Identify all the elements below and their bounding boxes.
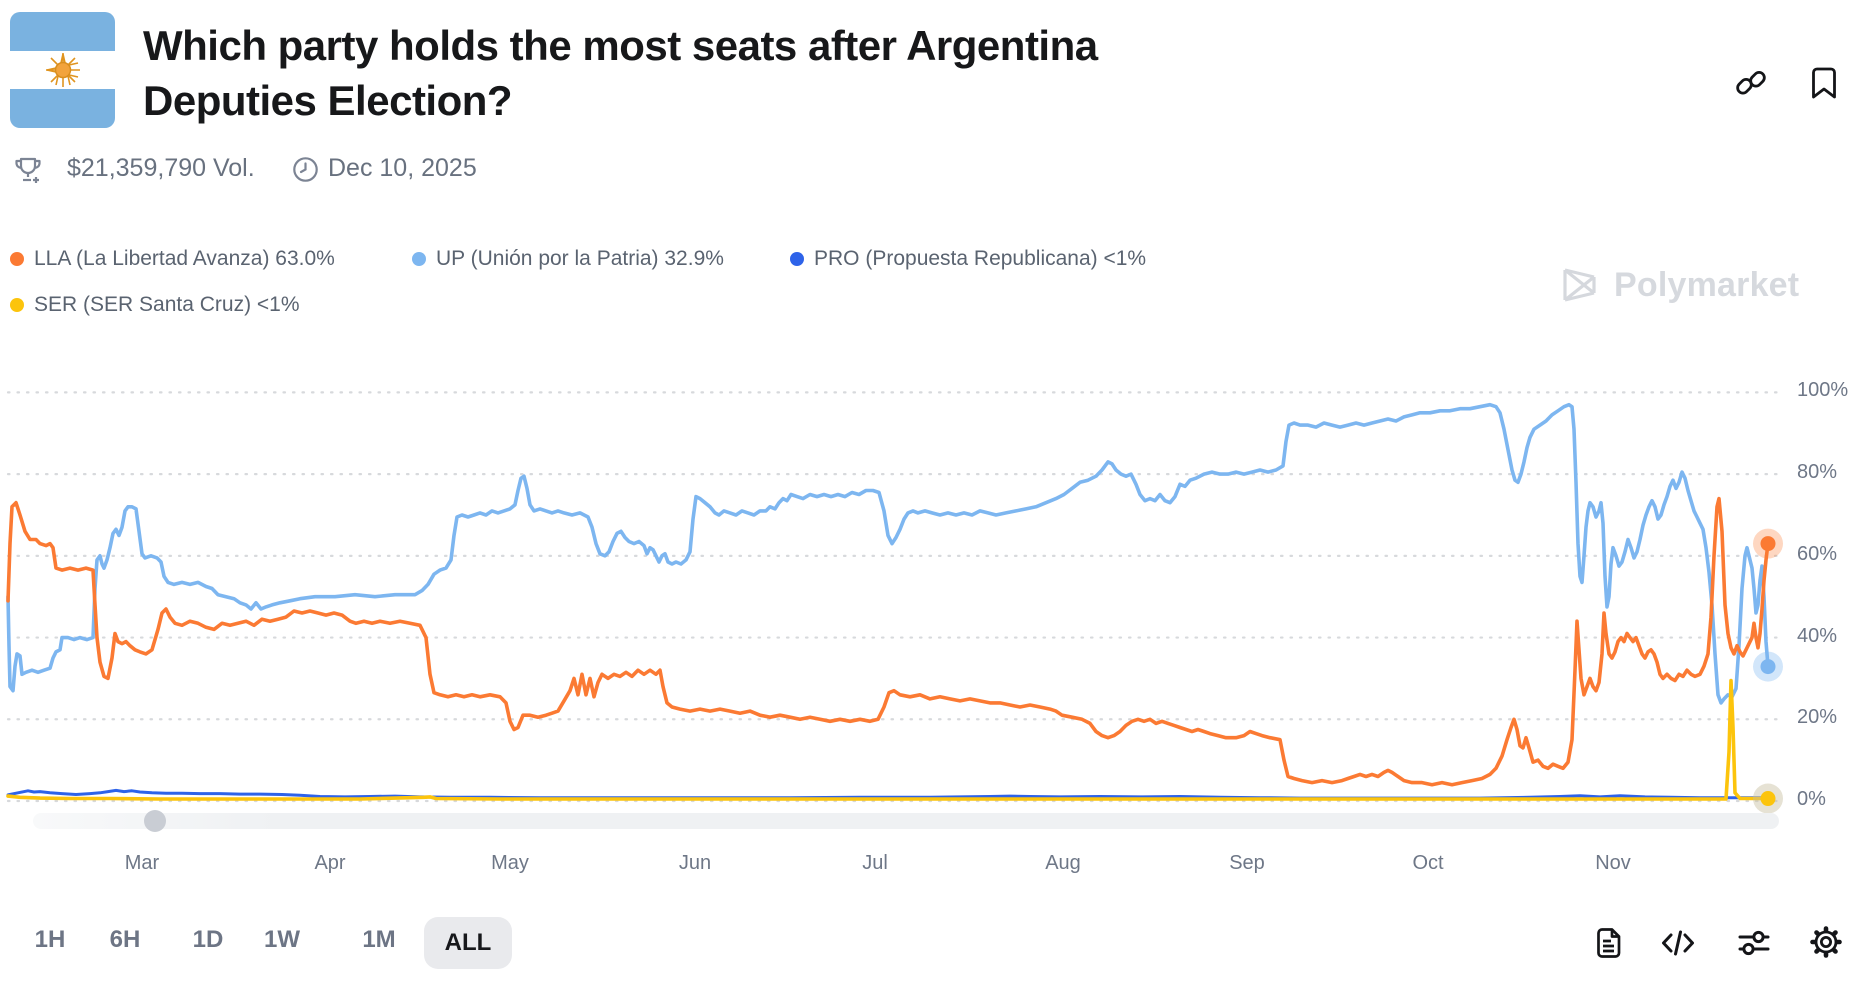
y-axis-label: 40% bbox=[1797, 624, 1838, 647]
y-axis-label: 100% bbox=[1797, 379, 1849, 402]
x-axis-label: Jul bbox=[862, 852, 888, 874]
legend-label-ser: SER (SER Santa Cruz) <1% bbox=[34, 293, 300, 316]
x-axis-label: Aug bbox=[1045, 852, 1081, 874]
market-meta: $21,359,790 Vol. Dec 10, 2025 bbox=[0, 152, 900, 188]
legend-item-lla: LLA (La Libertad Avanza) 63.0% bbox=[10, 247, 335, 271]
y-axis-label: 20% bbox=[1797, 706, 1838, 729]
bookmark-button[interactable] bbox=[1808, 66, 1840, 100]
up-dot-icon bbox=[412, 252, 426, 266]
range-button-1h[interactable]: 1H bbox=[34, 926, 66, 953]
legend-item-pro: PRO (Propuesta Republicana) <1% bbox=[790, 247, 1146, 271]
gear-icon bbox=[1810, 926, 1842, 958]
timeline-scrubber-track[interactable] bbox=[33, 813, 1779, 829]
clock-icon bbox=[292, 156, 319, 183]
market-title: Which party holds the most seats after A… bbox=[143, 18, 1443, 128]
series-line bbox=[6, 678, 1770, 801]
range-button-6h[interactable]: 6H bbox=[109, 926, 141, 953]
x-axis-label: Mar bbox=[124, 852, 160, 874]
bookmark-icon bbox=[1812, 67, 1836, 99]
range-button-1m[interactable]: 1M bbox=[362, 926, 396, 953]
link-icon bbox=[1736, 71, 1766, 95]
rules-button[interactable] bbox=[1592, 926, 1626, 960]
polymarket-logo-icon bbox=[1563, 268, 1596, 302]
lla-endpoint bbox=[1760, 536, 1776, 552]
legend-item-up: UP (Unión por la Patria) 32.9% bbox=[412, 247, 724, 271]
market-title-line1: Which party holds the most seats after A… bbox=[143, 22, 1098, 69]
flag-stripe-middle bbox=[10, 50, 115, 90]
x-axis-label: Sep bbox=[1229, 852, 1265, 874]
chart-settings-button[interactable] bbox=[1736, 926, 1772, 960]
lla-dot-icon bbox=[10, 252, 24, 266]
embed-button[interactable] bbox=[1660, 926, 1696, 960]
volume-text: $21,359,790 Vol. bbox=[67, 154, 255, 182]
range-button-1w[interactable]: 1W bbox=[264, 926, 300, 953]
x-axis-label: May bbox=[491, 852, 529, 874]
y-axis-label: 80% bbox=[1797, 461, 1838, 484]
polymarket-watermark: Polymarket bbox=[1556, 262, 1799, 308]
series-line bbox=[6, 402, 1770, 705]
x-axis-label: Oct bbox=[1412, 852, 1444, 874]
range-button-1d[interactable]: 1D bbox=[192, 926, 224, 953]
legend-label-up: UP (Unión por la Patria) 32.9% bbox=[436, 247, 724, 270]
range-button-all-selected[interactable]: ALL bbox=[424, 917, 512, 969]
sun-of-may-icon bbox=[45, 53, 80, 87]
market-title-line2: Deputies Election? bbox=[143, 77, 513, 124]
sliders-icon bbox=[1738, 930, 1770, 956]
ser-dot-icon bbox=[10, 298, 24, 312]
x-axis-label: Apr bbox=[314, 852, 346, 874]
series-line bbox=[6, 788, 1770, 800]
x-axis-label: Nov bbox=[1595, 852, 1631, 874]
argentina-flag bbox=[10, 12, 115, 128]
flag-stripe-bottom bbox=[10, 89, 115, 128]
trophy-icon bbox=[12, 154, 44, 186]
y-axis-label: 0% bbox=[1797, 788, 1826, 810]
series-line bbox=[6, 496, 1770, 787]
timeline-scrubber-handle[interactable] bbox=[144, 810, 166, 832]
legend-item-ser: SER (SER Santa Cruz) <1% bbox=[10, 293, 300, 317]
pro-dot-icon bbox=[790, 252, 804, 266]
end-date-text: Dec 10, 2025 bbox=[328, 154, 477, 182]
legend-label-lla: LLA (La Libertad Avanza) 63.0% bbox=[34, 247, 335, 270]
legend-label-pro: PRO (Propuesta Republicana) <1% bbox=[814, 247, 1147, 270]
code-icon bbox=[1662, 930, 1694, 956]
ser-endpoint bbox=[1760, 791, 1776, 807]
polymarket-wordmark: Polymarket bbox=[1614, 265, 1800, 304]
document-icon bbox=[1597, 928, 1621, 958]
up-endpoint bbox=[1760, 659, 1776, 675]
x-axis-label: Jun bbox=[678, 852, 712, 874]
copy-link-button[interactable] bbox=[1734, 66, 1768, 100]
y-axis-label: 60% bbox=[1797, 542, 1838, 565]
flag-stripe-top bbox=[10, 12, 115, 51]
settings-button[interactable] bbox=[1808, 924, 1844, 960]
